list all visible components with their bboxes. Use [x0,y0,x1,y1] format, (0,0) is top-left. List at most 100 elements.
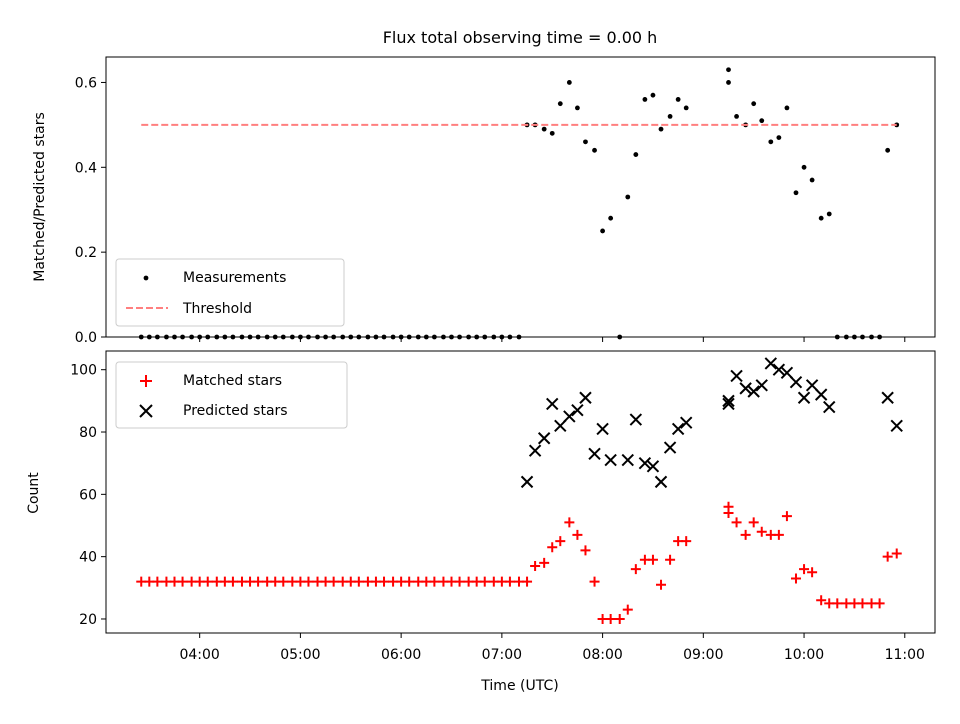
predicted-star-point [739,382,752,395]
matched-star-point [303,576,314,587]
measurement-point [726,80,731,85]
matched-star-point [555,536,566,547]
bottom-panel-legend: Matched stars Predicted stars [115,361,348,429]
x-tick-label: 06:00 [381,647,421,663]
measurement-point [683,105,689,111]
measurement-point [793,190,799,196]
matched-star-point [647,554,658,565]
matched-star-point [522,576,533,587]
chart-title: Flux total observing time = 0.00 h [383,28,658,47]
measurement-point [583,139,588,145]
matched-star-point [152,576,163,587]
predicted-star-point [596,422,609,436]
x-tick-label: 11:00 [885,647,925,663]
top-panel-ylabel: Matched/Predicted stars [32,112,48,282]
matched-star-point [799,564,810,575]
measurement-point [759,118,765,124]
measurement-point [768,139,774,145]
measurement-point [801,164,807,170]
measurement-point [675,97,681,102]
predicted-star-point [805,379,819,392]
matched-star-point [379,576,390,587]
predicted-star-point [772,363,786,376]
legend-matched-marker [140,375,152,387]
matched-star-point [328,576,339,587]
matched-star-point [622,604,633,615]
predicted-star-point [579,391,592,404]
bottom-panel-axes: 04:00 05:00 06:00 07:00 08:00 09:00 10:00 11:00… [70,363,925,663]
y-tick-label: 60 [79,487,97,503]
legend-threshold-label: Threshold [182,301,252,317]
predicted-star-point [764,357,778,370]
matched-star-point [353,576,364,587]
x-tick-label: 09:00 [683,647,723,663]
top-panel-frame [105,56,936,338]
y-tick-label: 100 [70,363,97,379]
matched-star-point [882,551,893,562]
matched-star-point [681,536,692,547]
predicted-star-point [646,460,660,473]
bottom-legend-box [115,361,348,429]
predicted-star-point [629,413,643,426]
predicted-star-point [890,419,903,432]
matched-star-point [723,508,734,519]
predicted-star-point [671,422,685,436]
matched-star-point [781,511,792,522]
measurement-point [650,92,656,98]
measurement-point [608,215,614,221]
measurement-point [575,105,580,111]
measurement-point [541,126,547,132]
y-tick-label: 0.2 [75,245,97,261]
matched-star-point [572,529,583,540]
y-tick-label: 0.4 [75,160,97,176]
predicted-star-point [663,441,677,454]
matched-star-point [756,526,767,537]
matched-star-point [731,517,742,528]
predicted-star-point [730,369,743,383]
matched-star-point [605,613,616,624]
predicted-star-point [604,453,617,467]
measurement-point [826,211,832,217]
predicted-star-point [755,379,768,392]
predicted-star-point [747,385,760,398]
matched-star-point [614,613,625,624]
measurement-point [549,130,555,136]
matched-star-point [547,542,558,553]
predicted-star-point [789,375,803,389]
x-tick-label: 05:00 [280,647,320,663]
matched-star-point [177,576,188,587]
measurement-point [625,194,631,200]
x-tick-label: 08:00 [582,647,622,663]
x-tick-label: 04:00 [179,647,219,663]
matched-star-point [807,567,818,578]
matched-star-point [790,573,801,584]
matched-star-point [479,576,490,587]
y-tick-label: 20 [79,612,97,628]
matched-star-point [580,545,591,556]
legend-measurements-marker [143,275,149,281]
bottom-panel-frame [105,350,936,634]
top-panel-axes: 0.0 0.2 0.4 0.6 [75,75,906,346]
matched-star-point [857,598,868,609]
matched-star-point [454,576,465,587]
measurement-point [600,228,605,234]
legend-predicted-marker [139,404,153,418]
matched-star-point [891,548,902,559]
matched-star-point [874,598,885,609]
y-tick-label: 40 [79,550,97,566]
predicted-star-point [679,416,693,429]
measurement-point [885,147,891,153]
measurement-point [734,113,739,119]
legend-matched-label: Matched stars [183,373,282,389]
predicted-star-point [571,403,584,417]
matched-star-point [656,579,667,590]
matched-star-point [404,576,415,587]
measurement-point [667,113,673,119]
predicted-star-point [638,456,652,470]
predicted-star-point [797,391,811,404]
predicted-star-point [780,366,794,380]
matched-star-point [630,564,641,575]
measurement-point [592,147,597,153]
top-panel-data [138,67,900,340]
